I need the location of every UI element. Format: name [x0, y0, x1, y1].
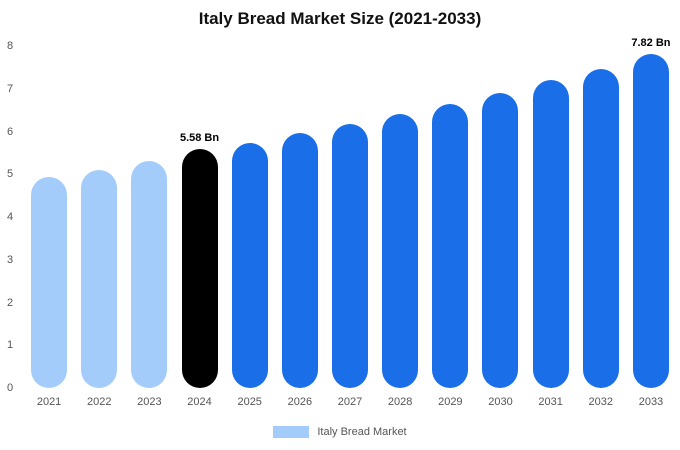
x-tick-label-2022: 2022 — [86, 396, 112, 408]
bar-2031 — [532, 80, 569, 388]
legend: Italy Bread Market — [0, 426, 680, 438]
y-tick-label: 4 — [7, 211, 14, 223]
legend-swatch — [273, 426, 310, 438]
x-tick-label-2033: 2033 — [638, 396, 664, 408]
bar-2024 — [181, 149, 218, 388]
bar-value-label-2024: 5.58 Bn — [179, 132, 220, 145]
bar-2032 — [582, 69, 619, 388]
plot-area: 5.58 Bn 7.82 Bn — [24, 37, 676, 388]
bar-2025 — [231, 142, 268, 388]
bar-2027 — [332, 123, 369, 388]
y-tick-label: 5 — [7, 168, 14, 181]
x-tick-label-2025: 2025 — [237, 396, 262, 408]
bar-2029 — [432, 103, 469, 388]
x-axis-labels: 2021 2022 2023 2024 2025 2026 2027 2028 2029 2030… — [24, 396, 676, 408]
y-tick-label: 7 — [7, 82, 14, 95]
y-tick-label: 3 — [7, 253, 14, 266]
bar-column-2028 — [375, 114, 425, 388]
x-tick-label-2030: 2030 — [488, 396, 513, 408]
bar-2023 — [131, 161, 168, 388]
bar-column-2025 — [225, 142, 275, 388]
y-tick-label: 6 — [7, 125, 14, 138]
bar-2021 — [31, 177, 68, 388]
x-tick-label-2026: 2026 — [287, 396, 313, 408]
bar-column-2032 — [576, 69, 626, 388]
bar-value-label-2033: 7.82 Bn — [631, 36, 671, 49]
bar-column-2027 — [325, 123, 375, 388]
bar-2022 — [81, 169, 118, 388]
bar-column-2030 — [475, 92, 525, 388]
x-tick-label-2029: 2029 — [438, 396, 463, 408]
y-tick-label: 2 — [7, 296, 14, 309]
y-axis: 0 1 2 3 4 5 6 7 8 — [0, 40, 20, 394]
bar-column-2033: 7.82 Bn — [626, 37, 676, 388]
bar-2026 — [281, 133, 318, 388]
bar-column-2022 — [74, 169, 124, 388]
bar-column-2026 — [275, 133, 325, 388]
y-tick-label: 0 — [7, 382, 14, 394]
bar-2030 — [482, 92, 519, 388]
y-tick-label: 1 — [7, 339, 14, 352]
chart-title: Italy Bread Market Size (2021-2033) — [198, 9, 482, 28]
bar-column-2023 — [124, 161, 174, 388]
legend-label: Italy Bread Market — [317, 426, 407, 438]
bar-column-2031 — [526, 80, 576, 388]
bar-2033 — [632, 53, 669, 388]
x-tick-label-2027: 2027 — [337, 396, 363, 408]
x-tick-label-2024: 2024 — [187, 396, 212, 408]
y-tick-label: 8 — [7, 40, 14, 52]
x-tick-label-2031: 2031 — [538, 396, 563, 408]
bar-2028 — [382, 114, 419, 388]
x-tick-label-2028: 2028 — [387, 396, 413, 408]
bar-column-2024: 5.58 Bn — [174, 132, 224, 388]
x-tick-label-2021: 2021 — [36, 396, 62, 408]
bar-column-2021 — [24, 177, 74, 388]
x-tick-label-2032: 2032 — [588, 396, 614, 408]
bar-column-2029 — [425, 103, 475, 388]
x-tick-label-2023: 2023 — [137, 396, 162, 408]
